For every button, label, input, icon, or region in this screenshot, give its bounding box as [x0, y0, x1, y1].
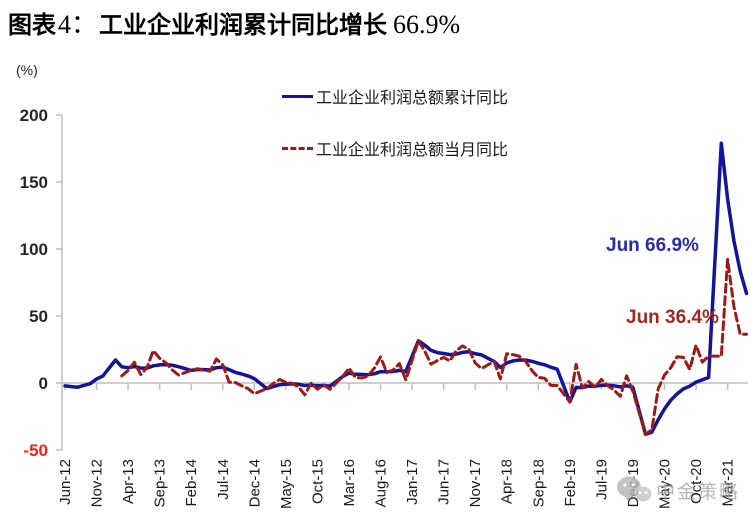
x-tick-label: Dec-14 [246, 459, 263, 507]
x-tick-label: Mar-21 [720, 459, 737, 507]
annotation-cumulative-jun: Jun 66.9% [606, 235, 699, 256]
annotation-monthly-jun: Jun 36.4% [626, 307, 719, 328]
y-tick-label: 0 [39, 374, 48, 393]
legend-label-cumulative: 工业企业利润总额累计同比 [316, 90, 509, 107]
y-tick-label: 150 [20, 173, 48, 192]
y-axis-unit-label: (%) [16, 62, 38, 78]
x-tick-label: Jul-19 [593, 459, 610, 500]
x-tick-label: Feb-14 [183, 459, 200, 507]
title-label: 图表 [8, 12, 56, 39]
x-tick-label: Nov-12 [89, 459, 106, 507]
x-tick-label: Aug-16 [373, 459, 390, 507]
y-tick-label: 50 [29, 307, 48, 326]
solid-line-swatch-icon [282, 94, 313, 98]
x-tick-label: May-15 [278, 459, 295, 509]
x-tick-label: Jun-12 [57, 459, 74, 505]
x-tick-label: Sep-13 [152, 459, 169, 507]
x-tick-label: Feb-19 [562, 459, 579, 507]
x-tick-label: Mar-16 [341, 459, 358, 507]
title-number: 4： [58, 10, 98, 39]
legend-item-monthly: 工业企业利润总额当月同比 [282, 138, 509, 159]
y-tick-label: 100 [20, 240, 48, 259]
title-value: 66.9% [393, 10, 461, 39]
dashed-line-swatch-icon [282, 146, 313, 150]
x-tick-label: Nov-17 [467, 459, 484, 507]
x-tick-label: Jul-14 [215, 459, 232, 500]
page-title: 图表4：工业企业利润累计同比增长 66.9% [8, 4, 460, 41]
x-tick-label: Dec-19 [625, 459, 642, 507]
legend-label-monthly: 工业企业利润总额当月同比 [316, 142, 509, 159]
x-tick-label: Jun-17 [436, 459, 453, 505]
x-tick-label: Jan-17 [404, 459, 421, 505]
y-tick-label: 200 [20, 106, 48, 125]
x-tick-label: Oct-20 [688, 459, 705, 504]
x-tick-label: Apr-13 [120, 459, 137, 504]
legend-item-cumulative: 工业企业利润总额累计同比 [282, 86, 509, 107]
x-tick-label: May-20 [656, 459, 673, 509]
x-tick-label: Apr-18 [499, 459, 516, 504]
monthly-yoy-line [120, 257, 748, 436]
x-tick-label: Oct-15 [309, 459, 326, 504]
title-main: 工业企业利润累计同比增长 [99, 12, 388, 39]
x-tick-label: Sep-18 [530, 459, 547, 507]
chart-legend: 工业企业利润总额累计同比 工业企业利润总额当月同比 [282, 86, 508, 190]
y-tick-label: -50 [23, 441, 48, 460]
